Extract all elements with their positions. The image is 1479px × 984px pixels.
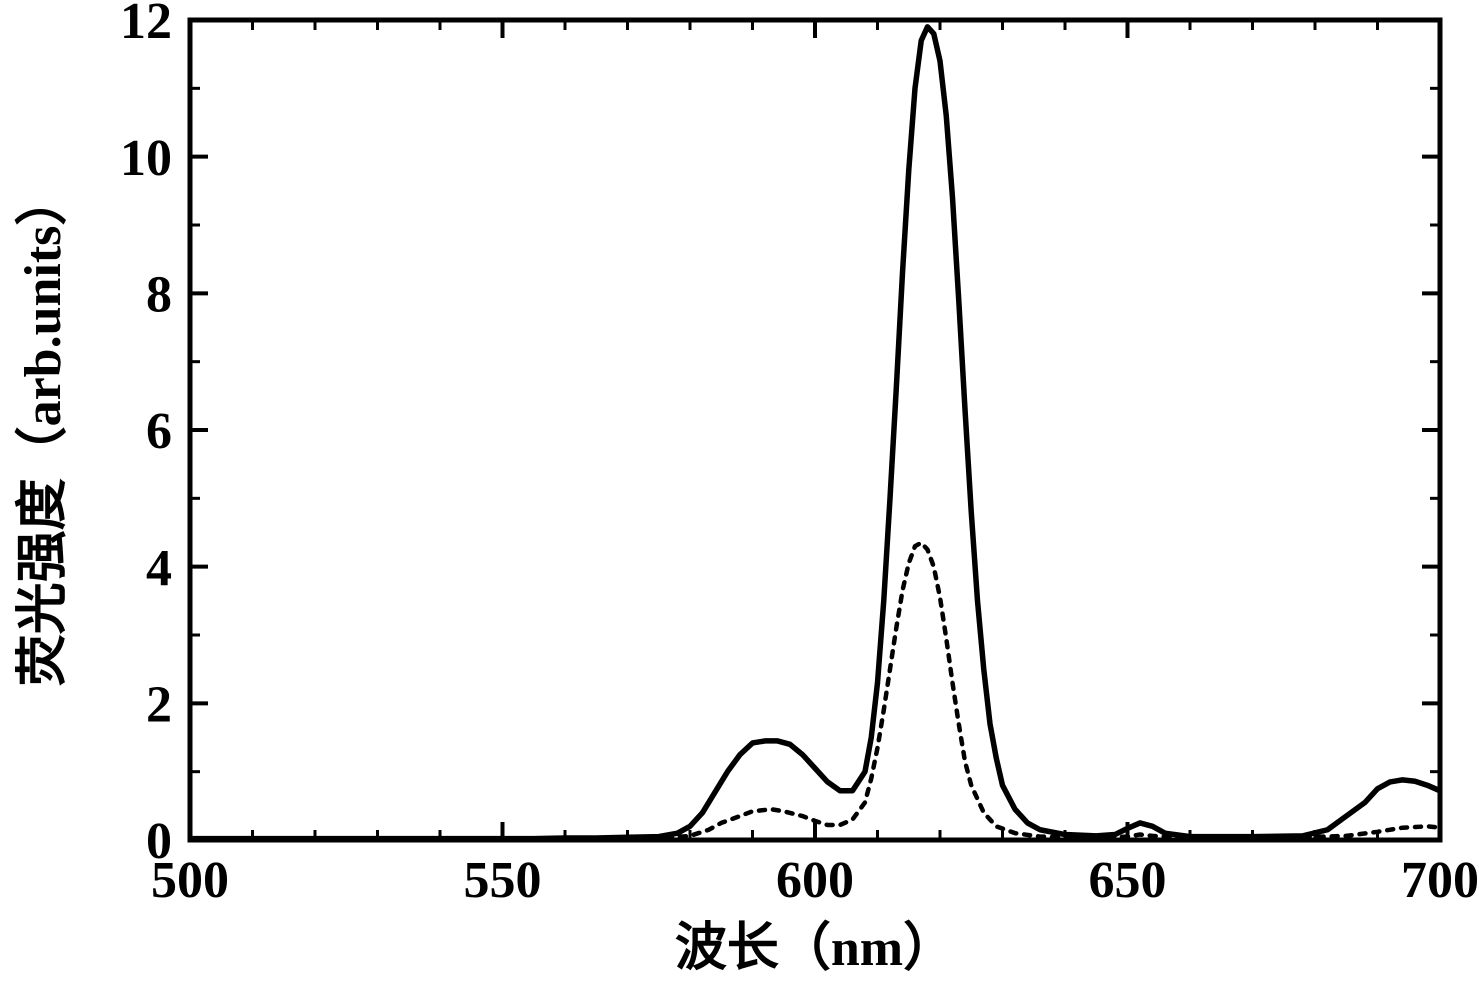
y-axis-label: 荧光强度（arb.units） bbox=[14, 174, 72, 687]
y-tick-label: 2 bbox=[146, 677, 172, 734]
x-tick-label: 600 bbox=[776, 852, 854, 909]
x-tick-label: 700 bbox=[1401, 852, 1479, 909]
y-tick-label: 8 bbox=[146, 267, 172, 324]
x-tick-label: 550 bbox=[464, 852, 542, 909]
chart-svg: 500550600650700024681012波长（nm）荧光强度（arb.u… bbox=[0, 0, 1479, 984]
y-tick-label: 6 bbox=[146, 403, 172, 460]
y-tick-label: 0 bbox=[146, 813, 172, 870]
y-tick-label: 10 bbox=[120, 130, 172, 187]
x-axis-label: 波长（nm） bbox=[675, 919, 955, 977]
y-tick-label: 12 bbox=[120, 0, 172, 50]
y-tick-label: 4 bbox=[146, 540, 172, 597]
x-tick-label: 650 bbox=[1089, 852, 1167, 909]
spectrum-chart: 500550600650700024681012波长（nm）荧光强度（arb.u… bbox=[0, 0, 1479, 984]
